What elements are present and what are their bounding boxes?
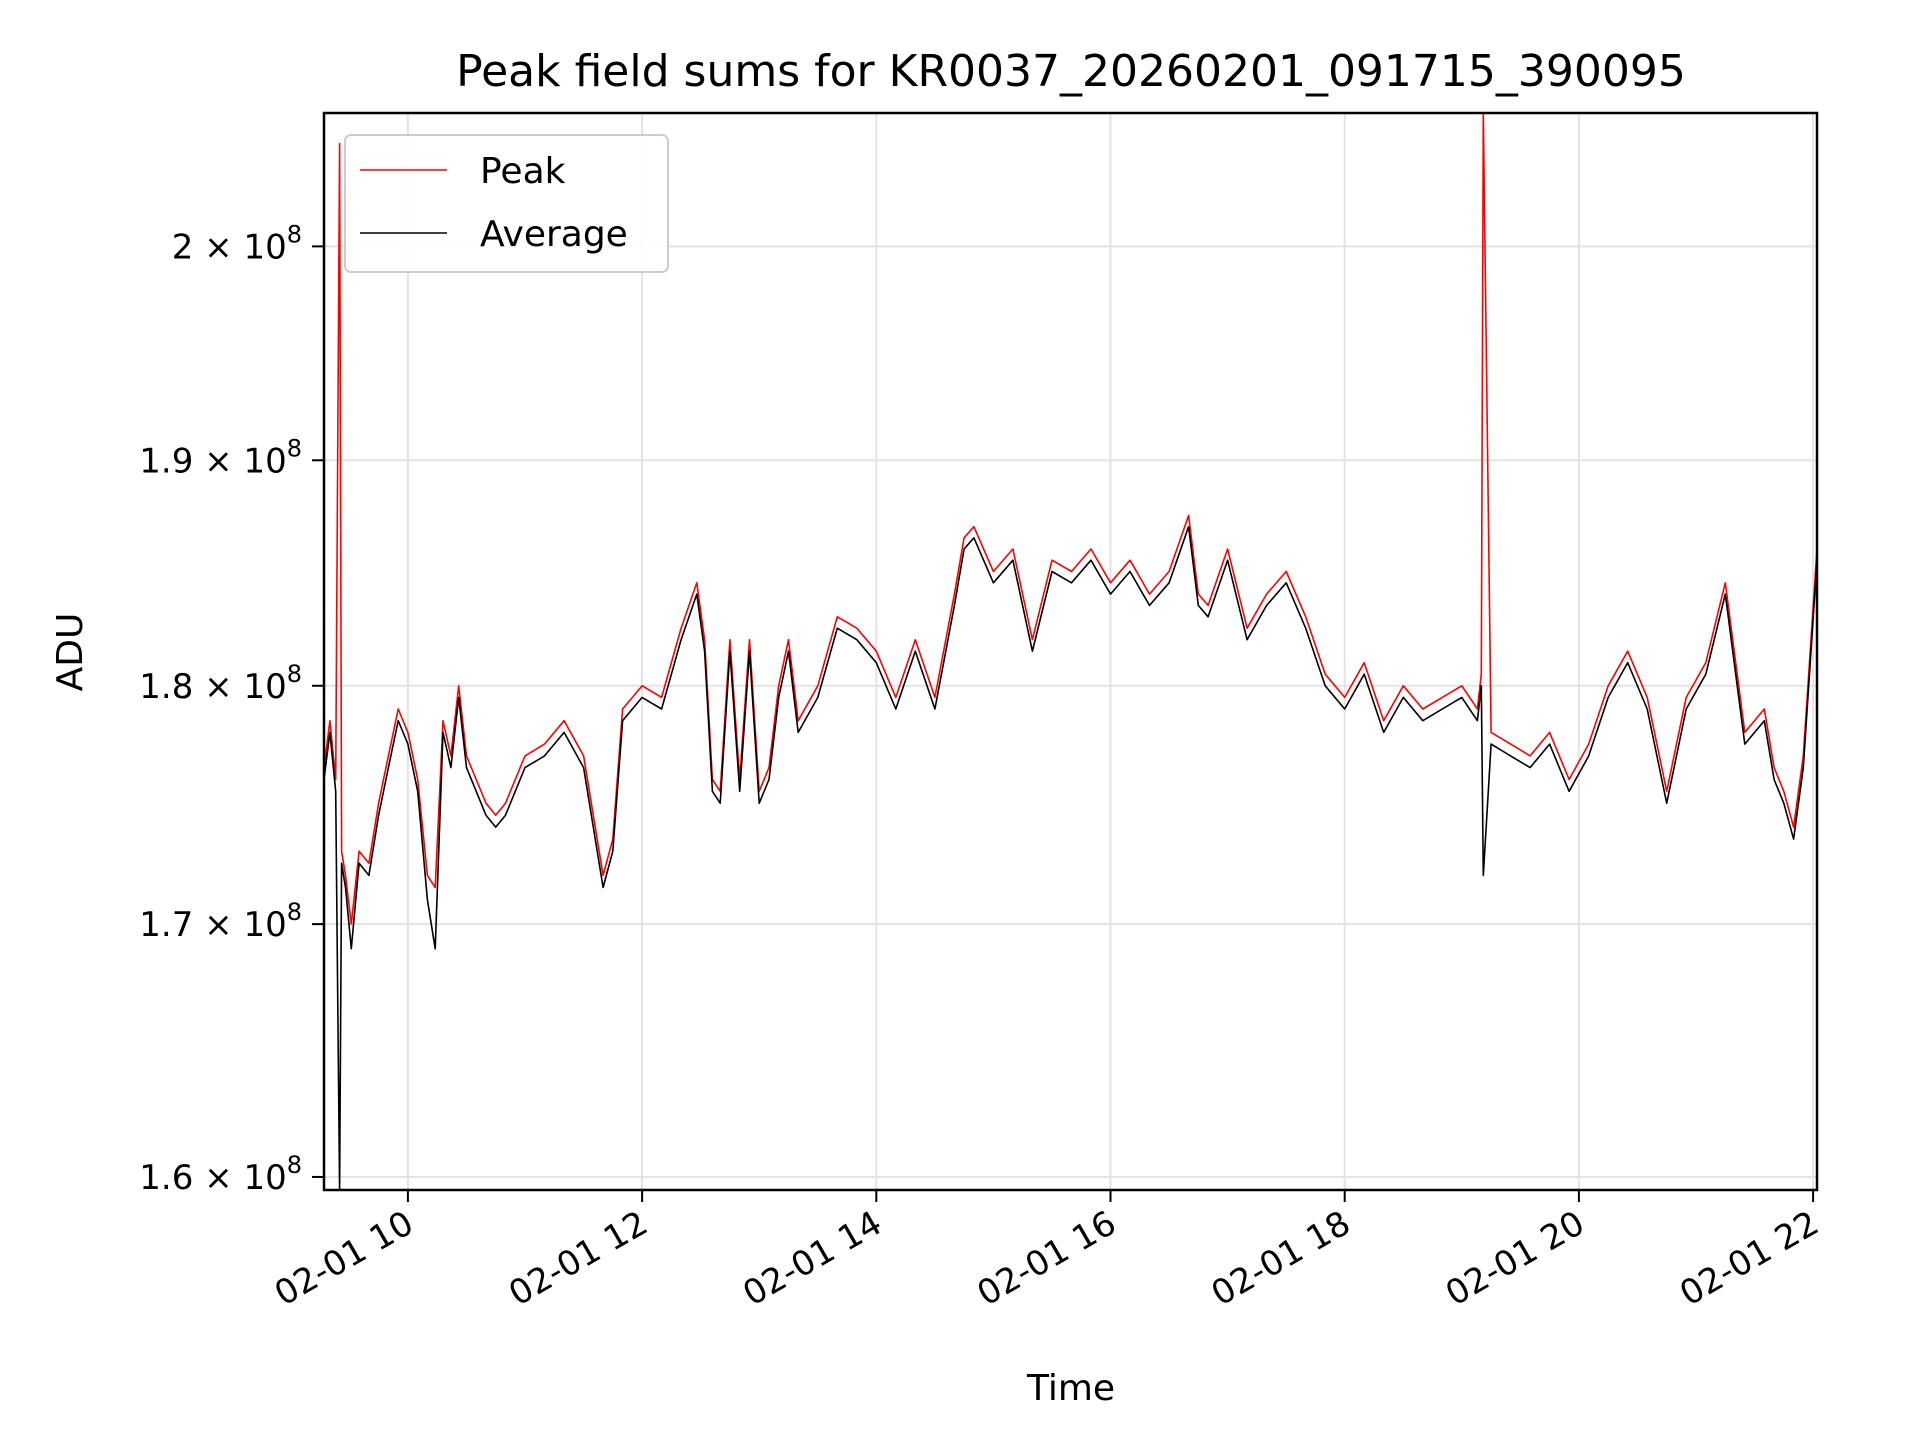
- legend: Peak Average: [344, 134, 669, 273]
- y-tick-label: 1.6 × 108: [139, 1151, 302, 1198]
- plot-frame: [322, 111, 1819, 1192]
- y-tick-label: 1.9 × 108: [139, 434, 302, 481]
- y-tick-label: 1.7 × 108: [139, 898, 302, 945]
- series-line-average: [323, 525, 1818, 1191]
- y-axis-label: ADU: [50, 613, 91, 692]
- y-axis: 1.6 × 108 1.7 × 108 1.8 × 108 1.9 × 108 2 × …: [139, 220, 324, 1198]
- x-axis-label: Time: [1026, 1368, 1115, 1409]
- series-line-peak: [323, 112, 1818, 925]
- legend-label-average: Average: [480, 214, 628, 255]
- chart-title: Peak field sums for KR0037_20260201_0917…: [456, 46, 1686, 97]
- series-layer: [323, 112, 1818, 1191]
- y-tick-label: 2 × 108: [172, 220, 302, 267]
- legend-label-peak: Peak: [480, 151, 566, 192]
- y-tick-label: 1.8 × 108: [139, 660, 302, 707]
